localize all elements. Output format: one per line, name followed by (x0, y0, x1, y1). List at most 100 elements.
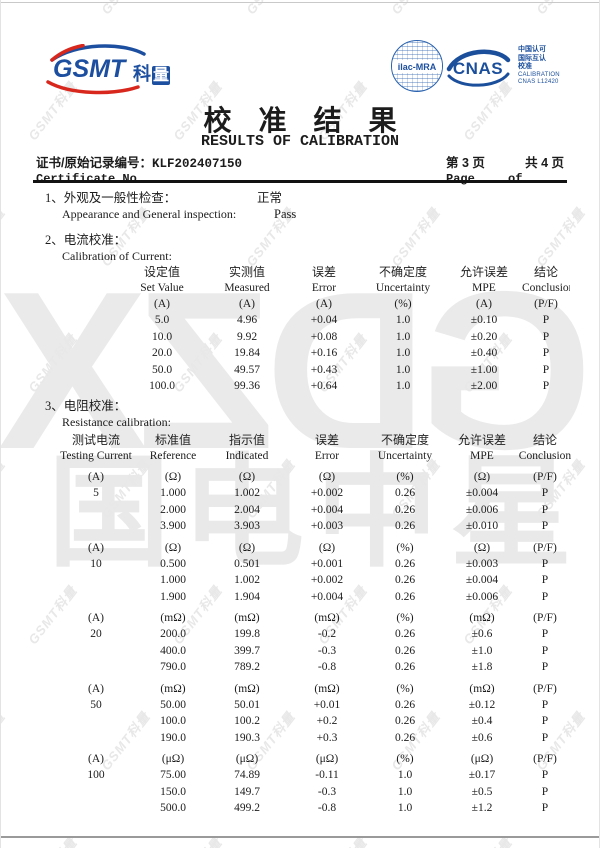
table-cell: -0.8 (317, 661, 337, 673)
unit-row: (A) (Ω) (Ω) (Ω) (%) (Ω) (P/F) (50, 535, 572, 556)
table-cell: ±0.010 (465, 520, 499, 532)
table-cell: (%) (396, 541, 414, 554)
table-cell: 3.900 (160, 520, 186, 532)
table-row: 10 0.500 0.501 +0.001 0.26 ±0.003 P (50, 556, 572, 573)
table-cell (50, 502, 142, 519)
table-cell: 199.8 (234, 628, 260, 640)
table-cell: ±1.0 (471, 644, 493, 657)
table-cell: 0.26 (394, 698, 416, 711)
table-cell: P (541, 715, 549, 727)
table-cell: +0.002 (310, 487, 344, 499)
table-cell: 3.903 (234, 520, 260, 532)
table-cell: 1.0 (397, 802, 413, 814)
table-cell: ±0.17 (468, 769, 496, 781)
table-cell: 设定值 (143, 265, 180, 279)
table-cell: 190.0 (160, 731, 186, 744)
table-row: 50.0 49.57 +0.43 1.0 ±1.00 P (118, 362, 570, 379)
certificate-info: 证书/原始记录编号：KLF202407150 Certificate No. 第… (36, 152, 564, 186)
table-cell: ±0.20 (470, 330, 498, 343)
table-cell (50, 784, 142, 801)
table-cell: P (541, 802, 549, 814)
table-cell: (μΩ) (315, 753, 339, 765)
table-cell: ±0.006 (465, 590, 499, 603)
page-number-block: 第 3 页 共 4 页 Page of (446, 152, 564, 186)
table-cell: 不确定度 (378, 265, 427, 279)
table-cell: (mΩ) (314, 612, 340, 624)
table-cell: 10.0 (151, 330, 173, 343)
certificate-label-en: Certificate No. (36, 172, 145, 186)
table-cell: (mΩ) (469, 612, 495, 624)
table-cell: (%) (396, 471, 414, 483)
table-cell: P (541, 731, 549, 744)
current-heading-cn: 2、电流校准： (45, 233, 127, 247)
table-cell: (A) (239, 298, 255, 310)
header-row-english: Set Value Measured Error Uncertainty MPE Conc… (118, 281, 570, 296)
table-cell: (%) (396, 682, 414, 695)
unit-row: (A) (mΩ) (mΩ) (mΩ) (%) (mΩ) (P/F) (50, 676, 572, 697)
table-cell: 1.904 (234, 590, 260, 603)
table-cell: +0.002 (310, 574, 344, 586)
table-cell: 50.00 (160, 698, 186, 711)
table-row: 150.0 149.7 -0.3 1.0 ±0.5 P (50, 784, 572, 801)
table-cell: 20 (90, 628, 102, 640)
table-cell: 19.84 (234, 347, 260, 359)
table-cell: 400.0 (160, 644, 186, 657)
table-cell: 0.26 (394, 628, 416, 640)
table-cell: Reference (149, 450, 197, 462)
table-cell: 2.004 (234, 503, 260, 516)
table-cell: Indicated (225, 450, 269, 462)
table-cell: 100.2 (234, 715, 260, 727)
table-cell: 结论 (533, 265, 558, 279)
table-cell: 99.36 (234, 380, 260, 392)
table-cell: P (541, 590, 549, 603)
table-row: 5 1.000 1.002 +0.002 0.26 ±0.004 P (50, 485, 572, 502)
table-cell: ±0.40 (470, 347, 498, 359)
table-cell (50, 572, 142, 589)
table-cell: 100 (87, 769, 105, 781)
table-cell: 49.57 (234, 363, 260, 376)
table-cell: (A) (88, 471, 104, 483)
table-cell: 不确定度 (380, 433, 429, 447)
table-cell: ±0.4 (471, 715, 493, 727)
current-calibration-table: 设定值 实测值 误差 不确定度 允许误差 结论 Set Value Measured Error… (118, 264, 570, 395)
inspection-label-cn: 1、外观及一般性检查： (45, 191, 177, 205)
table-cell: (A) (316, 298, 332, 310)
table-cell: 0.501 (234, 557, 260, 570)
table-row: 400.0 399.7 -0.3 0.26 ±1.0 P (50, 643, 572, 660)
table-cell: ±0.004 (465, 487, 499, 499)
table-cell: ±0.6 (471, 731, 493, 744)
table-cell: 1.0 (395, 363, 411, 376)
table-cell: +0.64 (310, 380, 338, 392)
page-title-english: RESULTS OF CALIBRATION (200, 133, 400, 150)
page-label-en: Page (446, 172, 475, 186)
gsmt-brand-text: GSMT (53, 55, 126, 83)
table-cell: 0.26 (394, 661, 416, 673)
table-cell: 50 (90, 698, 102, 711)
table-cell: +0.001 (310, 557, 344, 570)
certificate-label-cn: 证书/原始记录编号： (36, 156, 152, 170)
table-cell: 误差 (314, 433, 339, 447)
table-cell: ±1.00 (470, 363, 498, 376)
table-cell: (Ω) (473, 471, 491, 483)
table-cell: 2.000 (160, 503, 186, 516)
table-cell: (P/F) (534, 298, 558, 310)
table-row: 1.900 1.904 +0.004 0.26 ±0.006 P (50, 589, 572, 606)
table-cell: 1.900 (160, 590, 186, 603)
table-cell: 5.0 (154, 314, 170, 326)
table-row: 1.000 1.002 +0.002 0.26 ±0.004 P (50, 572, 572, 589)
table-cell: 10 (90, 557, 102, 570)
certificate-number: KLF202407150 (151, 157, 242, 171)
table-cell: 1.000 (160, 574, 186, 586)
table-cell: 50.0 (151, 363, 173, 376)
certificate-number-line: 证书/原始记录编号：KLF202407150 (36, 152, 564, 171)
table-cell: -0.11 (315, 769, 339, 781)
table-cell: (Ω) (238, 471, 256, 483)
table-cell: 测试电流 (71, 433, 120, 447)
resistance-calibration-table: 测试电流 标准值 指示值 误差 不确定度 允许误差 结论 Testing Current Ref… (50, 432, 572, 817)
table-cell: 0.26 (394, 731, 416, 744)
table-cell: (P/F) (533, 753, 557, 765)
table-cell: 789.2 (234, 661, 260, 673)
table-cell: (μΩ) (470, 753, 494, 765)
header-row-chinese: 测试电流 标准值 指示值 误差 不确定度 允许误差 结论 (50, 432, 572, 449)
